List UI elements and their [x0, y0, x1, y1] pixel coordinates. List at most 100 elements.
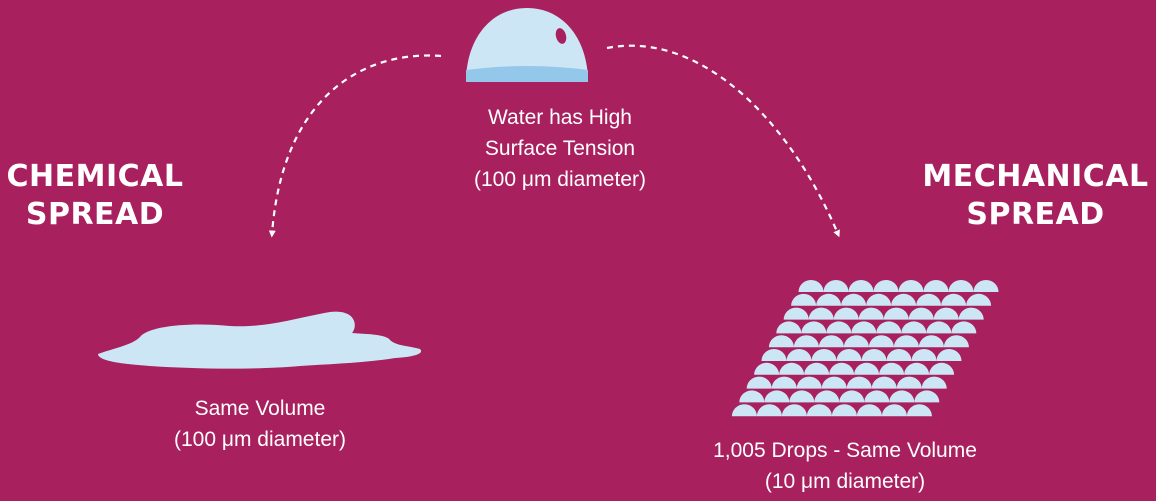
small-droplet — [793, 335, 819, 348]
small-droplet — [866, 293, 892, 306]
small-droplet — [871, 376, 897, 389]
small-droplet — [771, 376, 797, 389]
small-droplet — [904, 362, 930, 375]
caption-line: Surface Tension — [484, 137, 636, 160]
small-droplet — [898, 280, 924, 292]
water-puddle — [98, 311, 422, 369]
small-droplet — [776, 321, 802, 334]
small-droplet — [761, 349, 787, 361]
small-droplet — [873, 280, 899, 292]
chemical-spread-heading: CHEMICAL SPREAD — [0, 158, 190, 234]
small-droplet — [858, 307, 884, 320]
small-droplet — [876, 321, 902, 334]
small-droplet — [936, 349, 962, 361]
small-droplet — [881, 404, 907, 417]
small-droplet — [856, 404, 882, 417]
small-droplet — [843, 335, 869, 348]
drops-caption: 1,005 Drops - Same Volume (10 μm diamete… — [645, 435, 1045, 497]
surface-tension-caption: Water has High Surface Tension (100 μm d… — [380, 102, 740, 195]
small-droplet — [756, 404, 782, 417]
small-droplet — [841, 293, 867, 306]
small-droplet — [783, 307, 809, 320]
large-droplet — [466, 8, 588, 82]
small-droplet — [836, 349, 862, 361]
heading-line: SPREAD — [966, 197, 1105, 232]
small-droplet — [889, 390, 915, 403]
small-droplet — [804, 362, 830, 375]
caption-line: Water has High — [488, 106, 632, 129]
caption-line: (100 μm diameter) — [474, 168, 646, 191]
heading-line: MECHANICAL — [922, 159, 1149, 194]
small-droplet — [948, 280, 974, 292]
small-droplet — [911, 349, 937, 361]
small-droplet — [846, 376, 872, 389]
small-droplet — [839, 390, 865, 403]
small-droplet — [779, 362, 805, 375]
small-droplet — [916, 293, 942, 306]
small-droplet — [739, 390, 765, 403]
small-droplet — [923, 280, 949, 292]
small-droplets-grid — [731, 280, 999, 417]
small-droplet — [891, 293, 917, 306]
small-droplet — [921, 376, 947, 389]
same-volume-caption: Same Volume (100 μm diameter) — [95, 393, 425, 455]
small-droplet — [731, 404, 757, 417]
small-droplet — [896, 376, 922, 389]
heading-line: SPREAD — [25, 197, 165, 232]
small-droplet — [806, 404, 832, 417]
mechanical-spread-heading: MECHANICAL SPREAD — [915, 158, 1156, 234]
small-droplet — [823, 280, 849, 292]
small-droplet — [943, 335, 969, 348]
caption-line: (100 μm diameter) — [174, 428, 346, 451]
small-droplet — [821, 376, 847, 389]
small-droplet — [814, 390, 840, 403]
small-droplet — [833, 307, 859, 320]
small-droplet — [829, 362, 855, 375]
caption-line: Same Volume — [194, 397, 326, 420]
small-droplet — [883, 307, 909, 320]
small-droplet — [798, 280, 824, 292]
small-droplet — [818, 335, 844, 348]
small-droplet — [746, 376, 772, 389]
small-droplet — [791, 293, 817, 306]
small-droplet — [933, 307, 959, 320]
small-droplet — [768, 335, 794, 348]
small-droplet — [918, 335, 944, 348]
small-droplet — [973, 280, 999, 292]
small-droplet — [926, 321, 952, 334]
small-droplet — [786, 349, 812, 361]
small-droplet — [831, 404, 857, 417]
small-droplet — [914, 390, 940, 403]
caption-line: (10 μm diameter) — [764, 470, 926, 493]
small-droplet — [908, 307, 934, 320]
small-droplet — [816, 293, 842, 306]
small-droplet — [966, 293, 992, 306]
small-droplet — [901, 321, 927, 334]
small-droplet — [861, 349, 887, 361]
small-droplet — [854, 362, 880, 375]
small-droplet — [879, 362, 905, 375]
small-droplet — [801, 321, 827, 334]
small-droplet — [941, 293, 967, 306]
small-droplet — [789, 390, 815, 403]
small-droplet — [906, 404, 932, 417]
small-droplet — [886, 349, 912, 361]
small-droplet — [796, 376, 822, 389]
small-droplet — [868, 335, 894, 348]
small-droplet — [808, 307, 834, 320]
small-droplet — [958, 307, 984, 320]
small-droplet — [764, 390, 790, 403]
caption-line: 1,005 Drops - Same Volume — [713, 439, 977, 462]
small-droplet — [848, 280, 874, 292]
heading-line: CHEMICAL — [6, 159, 184, 194]
arrow-to-mechanical — [606, 44, 840, 238]
small-droplet — [951, 321, 977, 334]
small-droplet — [826, 321, 852, 334]
small-droplet — [851, 321, 877, 334]
small-droplet — [754, 362, 780, 375]
small-droplet — [929, 362, 955, 375]
small-droplet — [781, 404, 807, 417]
small-droplet — [811, 349, 837, 361]
small-droplet — [864, 390, 890, 403]
